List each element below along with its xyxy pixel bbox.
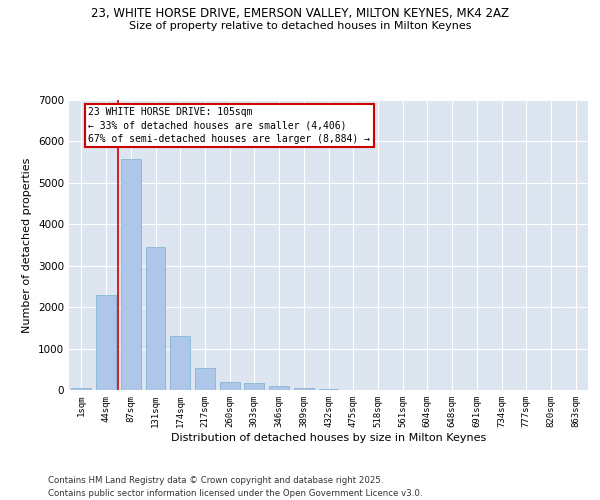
Y-axis label: Number of detached properties: Number of detached properties [22, 158, 32, 332]
Bar [71, 388, 91, 390]
Bar [146, 247, 166, 390]
Bar [319, 389, 338, 390]
Bar [121, 159, 140, 390]
Bar [220, 382, 239, 390]
Bar [96, 294, 116, 390]
Bar [269, 386, 289, 390]
Text: Size of property relative to detached houses in Milton Keynes: Size of property relative to detached ho… [129, 21, 471, 31]
Bar [294, 388, 314, 390]
X-axis label: Distribution of detached houses by size in Milton Keynes: Distribution of detached houses by size … [171, 432, 486, 442]
Bar [195, 368, 215, 390]
Bar [170, 336, 190, 390]
Text: 23, WHITE HORSE DRIVE, EMERSON VALLEY, MILTON KEYNES, MK4 2AZ: 23, WHITE HORSE DRIVE, EMERSON VALLEY, M… [91, 8, 509, 20]
Text: 23 WHITE HORSE DRIVE: 105sqm
← 33% of detached houses are smaller (4,406)
67% of: 23 WHITE HORSE DRIVE: 105sqm ← 33% of de… [88, 108, 370, 144]
Bar [244, 383, 264, 390]
Text: Contains HM Land Registry data © Crown copyright and database right 2025.
Contai: Contains HM Land Registry data © Crown c… [48, 476, 422, 498]
